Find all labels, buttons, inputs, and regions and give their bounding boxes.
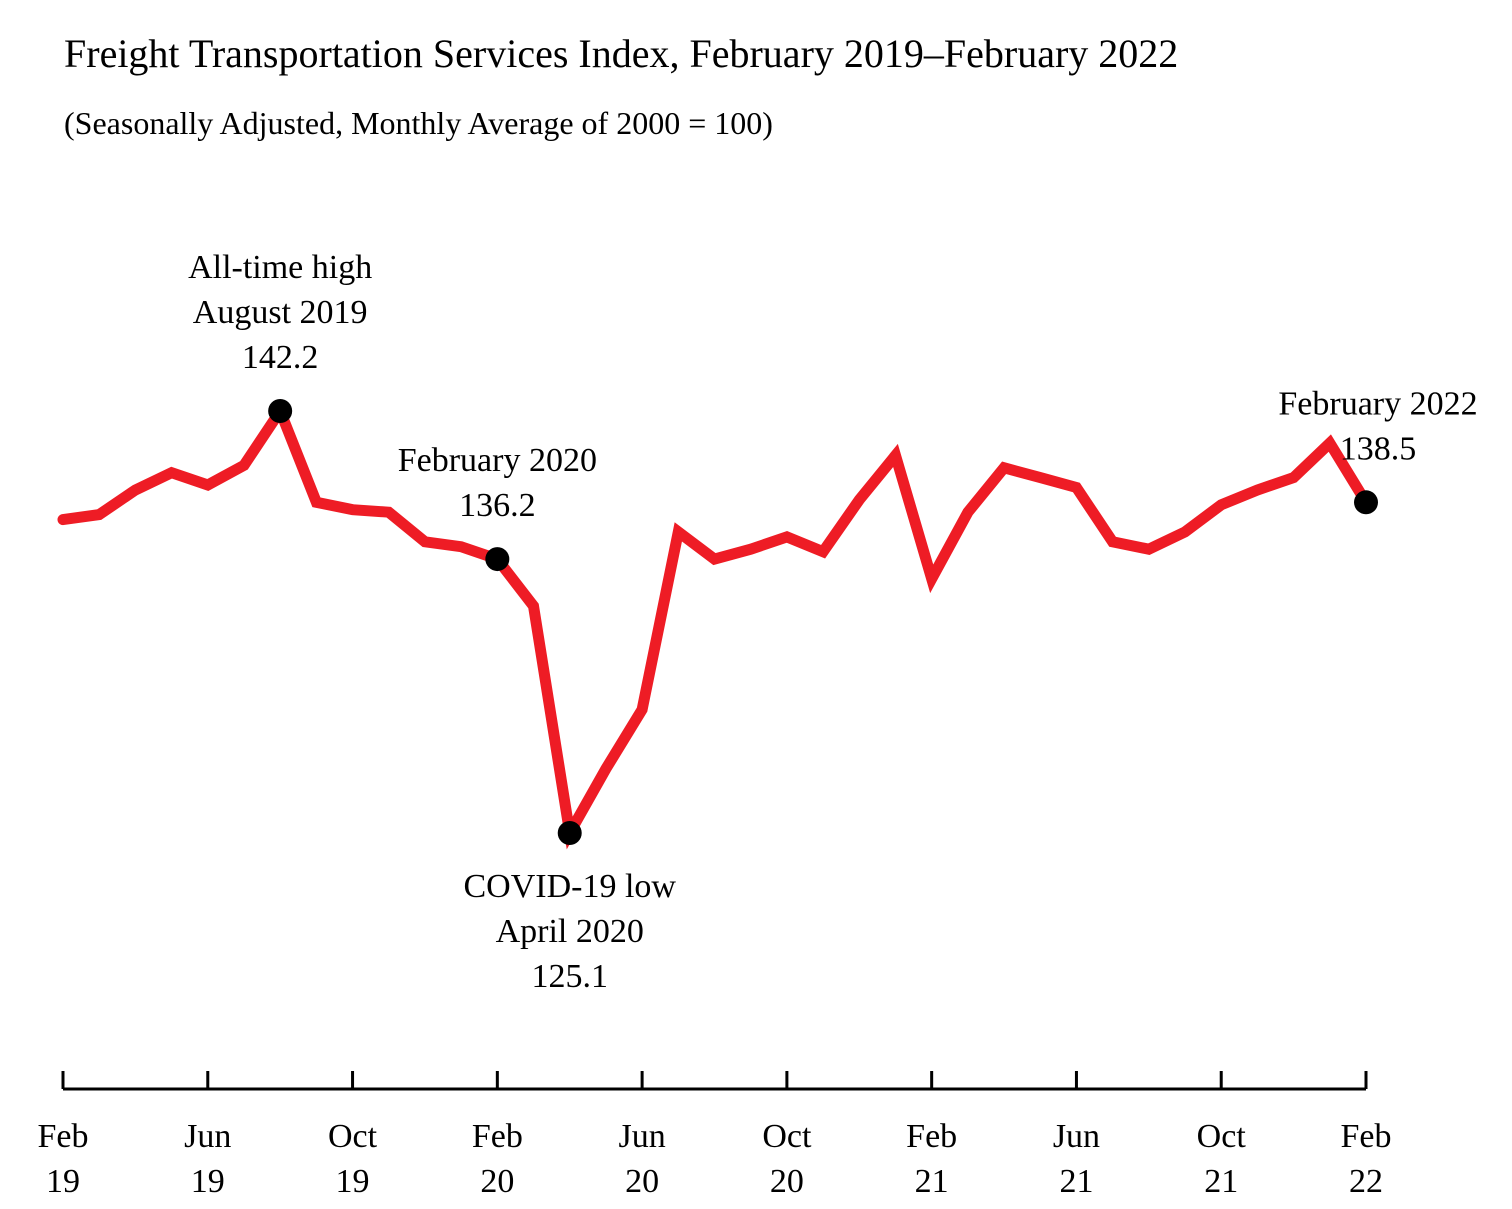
annotation-label: All-time high xyxy=(188,249,372,286)
annotation-label: April 2020 xyxy=(496,913,644,950)
x-tick-label-month: Feb xyxy=(38,1118,89,1155)
annotation-label: COVID-19 low xyxy=(463,868,676,905)
x-tick-label-month: Oct xyxy=(762,1118,812,1155)
annotation-label: August 2019 xyxy=(193,294,368,331)
annotation-marker xyxy=(1354,490,1378,515)
series-layer xyxy=(57,399,1372,850)
annotation-layer: All-time high August 2019 142.2 February 20… xyxy=(188,249,1478,995)
x-tick-label-month: Oct xyxy=(1197,1118,1247,1155)
annotation-marker xyxy=(485,547,510,572)
x-axis: Feb 19 Jun 19 Oct 19 Feb 20 Jun 20 Oct 20 Feb 21 Jun 21… xyxy=(38,1071,1392,1200)
x-tick-label-month: Feb xyxy=(906,1118,957,1155)
annotation-label: 138.5 xyxy=(1340,430,1417,467)
x-tick-label-month: Oct xyxy=(328,1118,378,1155)
x-tick-label-year: 21 xyxy=(1059,1163,1093,1200)
chart-title: Freight Transportation Services Index, F… xyxy=(64,31,1179,76)
x-tick-label-year: 21 xyxy=(1204,1163,1238,1200)
x-tick-label-month: Jun xyxy=(184,1118,231,1155)
x-tick-label-year: 19 xyxy=(336,1163,370,1200)
x-tick-label-month: Feb xyxy=(472,1118,523,1155)
x-tick-label-year: 20 xyxy=(625,1163,659,1200)
x-tick-label-year: 19 xyxy=(191,1163,225,1200)
annotation-label: 125.1 xyxy=(531,958,608,995)
x-tick-label-month: Feb xyxy=(1341,1118,1392,1155)
x-tick-label-month: Jun xyxy=(618,1118,665,1155)
x-tick-label-year: 21 xyxy=(915,1163,949,1200)
annotation-label: 142.2 xyxy=(242,339,319,376)
annotation-label: February 2022 xyxy=(1278,385,1477,422)
marker-layer xyxy=(268,399,1378,845)
x-tick-label-month: Jun xyxy=(1053,1118,1100,1155)
x-tick-label-year: 20 xyxy=(480,1163,514,1200)
series-line-0 xyxy=(57,399,1372,850)
x-tick-label-year: 20 xyxy=(770,1163,804,1200)
annotation-label: 136.2 xyxy=(459,487,536,524)
annotation-marker xyxy=(268,399,293,423)
x-tick-label-year: 22 xyxy=(1349,1163,1383,1200)
x-tick-label-year: 19 xyxy=(46,1163,80,1200)
annotation-marker xyxy=(557,821,582,845)
chart-subtitle: (Seasonally Adjusted, Monthly Average of… xyxy=(64,105,773,141)
annotation-label: February 2020 xyxy=(398,442,597,479)
